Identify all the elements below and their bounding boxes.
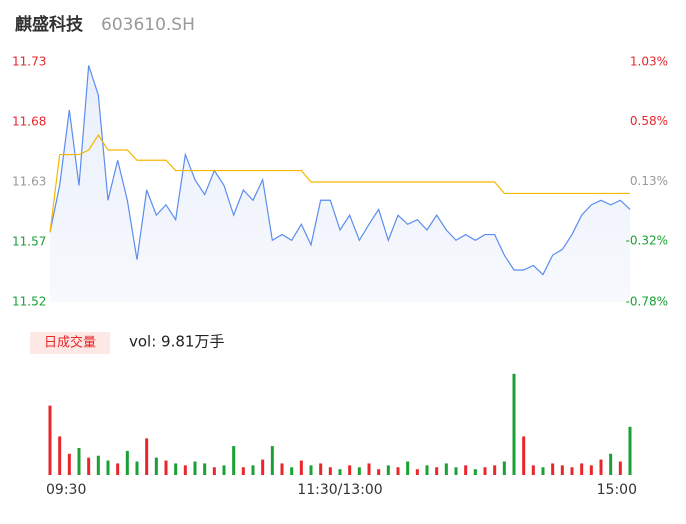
volume-bar	[280, 463, 284, 475]
volume-bar	[77, 448, 81, 475]
volume-bar	[348, 465, 352, 475]
volume-bar	[145, 438, 149, 475]
volume-label: vol: 9.81万手	[129, 333, 224, 351]
volume-bar	[464, 465, 468, 475]
volume-bar	[522, 436, 526, 475]
volume-bar	[232, 446, 236, 475]
volume-bar	[164, 460, 168, 475]
volume-bar	[241, 467, 245, 475]
x-tick-label: 11:30/13:00	[297, 482, 382, 498]
volume-bar	[367, 463, 371, 475]
volume-bar	[203, 463, 207, 475]
y2-tick-label: 0.13%	[630, 174, 668, 188]
volume-bar	[212, 467, 216, 475]
volume-bar	[328, 467, 332, 475]
volume-bar	[618, 461, 622, 475]
volume-bar	[473, 469, 477, 475]
volume-legend: 日成交量	[44, 335, 96, 351]
volume-bar	[319, 463, 323, 475]
volume-bar	[396, 467, 400, 475]
volume-bar	[309, 465, 313, 475]
volume-bar	[406, 461, 410, 475]
volume-bar	[580, 463, 584, 475]
volume-bar	[628, 426, 632, 475]
volume-bar	[435, 467, 439, 475]
volume-bar	[106, 460, 110, 475]
volume-bar	[154, 457, 158, 475]
volume-bar	[125, 450, 129, 475]
price-area	[50, 65, 630, 302]
y-tick-label: 11.52	[12, 295, 46, 309]
stock-name: 麒盛科技	[15, 14, 84, 35]
volume-bar	[222, 465, 226, 475]
volume-bar	[570, 467, 574, 475]
volume-bar	[425, 465, 429, 475]
y2-tick-label: 1.03%	[630, 55, 668, 69]
volume-bar	[299, 460, 303, 475]
volume-bar	[193, 461, 197, 475]
volume-bar	[541, 467, 545, 475]
volume-bar	[338, 469, 342, 475]
volume-bar	[135, 461, 139, 475]
volume-bar	[483, 467, 487, 475]
y2-tick-label: -0.78%	[626, 295, 668, 309]
volume-bar	[502, 461, 506, 475]
volume-bar	[261, 459, 265, 475]
y2-tick-label: -0.32%	[626, 234, 668, 248]
volume-bar	[377, 469, 381, 475]
volume-bar	[589, 465, 593, 475]
volume-bar	[531, 465, 535, 475]
volume-bar	[58, 436, 62, 475]
volume-bar	[599, 459, 603, 475]
y-tick-label: 11.73	[12, 55, 46, 69]
volume-bar	[454, 467, 458, 475]
volume-bar	[48, 405, 52, 475]
volume-bar	[183, 465, 187, 475]
volume-bar	[290, 467, 294, 475]
volume-bar	[357, 467, 361, 475]
volume-bar	[512, 373, 516, 475]
volume-bar	[415, 469, 419, 475]
volume-bar	[116, 463, 120, 475]
volume-bar	[87, 457, 91, 475]
price-line	[49, 65, 631, 276]
volume-bar	[493, 465, 497, 475]
x-tick-label: 09:30	[46, 482, 86, 498]
y-tick-label: 11.63	[12, 175, 46, 189]
stock-code: 603610.SH	[101, 15, 195, 35]
volume-bar	[174, 463, 178, 475]
volume-legend-box	[30, 332, 110, 354]
volume-bar	[444, 463, 448, 475]
y-tick-label: 11.68	[12, 115, 46, 129]
volume-bar	[386, 465, 390, 475]
y-tick-label: 11.57	[12, 235, 46, 249]
volume-bar	[551, 463, 555, 475]
average-line	[49, 134, 630, 233]
y2-tick-label: 0.58%	[630, 114, 668, 128]
volume-bar	[560, 465, 564, 475]
volume-bar	[96, 455, 100, 475]
volume-bar	[270, 446, 274, 475]
x-tick-label: 15:00	[597, 482, 637, 498]
volume-bar	[67, 453, 71, 475]
volume-bar	[251, 465, 255, 475]
volume-bar	[609, 453, 613, 475]
